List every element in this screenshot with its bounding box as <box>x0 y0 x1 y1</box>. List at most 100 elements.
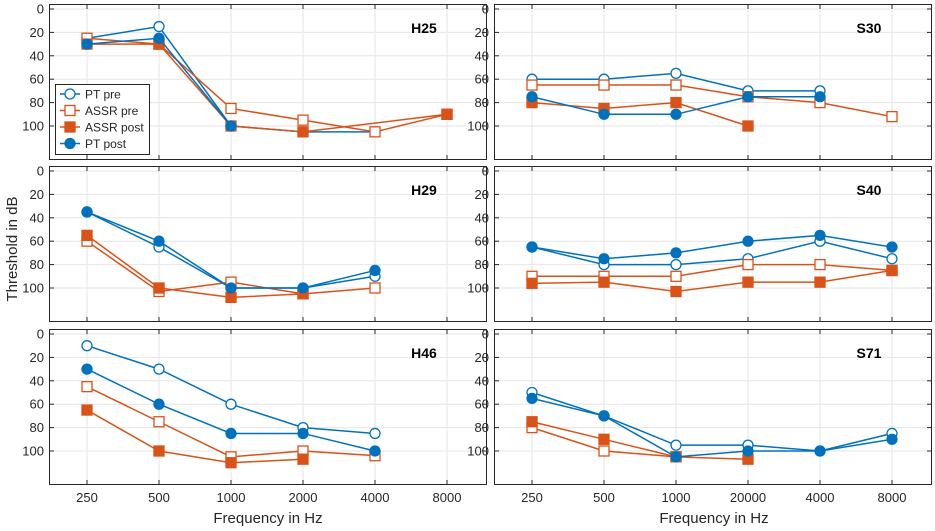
legend-entry-assr-pre: ASSR pre <box>60 104 139 118</box>
y-tick-label: 60 <box>30 397 44 412</box>
data-point-marker <box>670 96 682 109</box>
series-pt-post <box>526 229 898 265</box>
data-point-marker <box>225 291 237 304</box>
y-tick-label: 60 <box>30 72 44 87</box>
series-line <box>531 421 749 460</box>
y-tick-label: 100 <box>22 281 44 296</box>
data-point-marker <box>369 427 381 440</box>
data-point-marker <box>81 340 93 352</box>
x-tick-label: 4000 <box>361 490 390 505</box>
x-tick-label: 250 <box>521 490 543 505</box>
y-tick-label: 40 <box>30 373 44 388</box>
y-tick-label: 0 <box>482 327 489 342</box>
data-point-marker <box>598 445 610 457</box>
panel-frame <box>49 329 487 485</box>
data-point-marker <box>598 433 610 445</box>
data-point-marker <box>81 380 93 393</box>
y-tick-label: 0 <box>482 164 489 179</box>
data-point-marker <box>598 276 610 288</box>
data-point-marker <box>670 108 682 120</box>
x-tick-label: 250 <box>76 490 98 505</box>
legend-label: ASSR post <box>85 121 144 135</box>
panel-title: H25 <box>411 20 437 36</box>
y-tick-label: 80 <box>475 420 489 435</box>
x-tick-label: 500 <box>148 490 170 505</box>
series-line <box>531 269 893 293</box>
x-tick-label: 1000 <box>662 490 691 505</box>
y-tick-label: 80 <box>30 257 44 272</box>
legend-entry-pt-pre: PT pre <box>60 88 121 102</box>
data-point-marker <box>742 91 754 103</box>
data-point-marker <box>153 32 165 44</box>
panel-title: H29 <box>411 182 437 198</box>
x-tick-label: 2000 <box>289 490 318 505</box>
x-tick-label: 20000 <box>730 490 766 505</box>
data-point-marker <box>153 235 165 247</box>
y-tick-label: 20 <box>475 350 489 365</box>
legend-marker <box>64 88 76 100</box>
panel-frame <box>49 166 487 322</box>
legend-entry-assr-post: ASSR post <box>60 121 144 135</box>
data-point-marker <box>153 416 165 428</box>
y-tick-label: 80 <box>475 95 489 110</box>
panel-frame <box>494 4 932 160</box>
y-tick-label: 40 <box>475 210 489 225</box>
x-tick-label: 500 <box>593 490 615 505</box>
data-point-marker <box>441 108 453 120</box>
panel-h29: 0 20 40 60 80 100 H29 <box>22 164 487 322</box>
data-point-marker <box>225 427 237 440</box>
y-tick-label: 20 <box>30 187 44 202</box>
x-axis-label-left: Frequency in Hz <box>213 510 322 527</box>
data-point-marker <box>225 398 237 410</box>
series-line <box>531 397 893 458</box>
data-point-marker <box>598 410 610 422</box>
legend-marker <box>64 104 76 117</box>
data-point-marker <box>153 398 165 410</box>
data-point-marker <box>153 363 165 375</box>
panel-title: H46 <box>411 345 437 361</box>
y-tick-label: 100 <box>467 281 489 296</box>
data-point-marker <box>369 282 381 294</box>
data-point-marker <box>153 20 165 33</box>
data-point-marker <box>886 253 898 265</box>
data-point-marker <box>670 247 682 259</box>
data-point-marker <box>814 258 826 271</box>
series-line <box>531 240 893 266</box>
data-point-marker <box>81 229 93 242</box>
y-tick-label: 80 <box>30 95 44 110</box>
y-tick-label: 40 <box>475 373 489 388</box>
data-point-marker <box>886 241 898 253</box>
legend-marker <box>64 121 76 133</box>
panel-title: S40 <box>857 182 882 198</box>
y-tick-label: 100 <box>22 119 44 134</box>
y-tick-label: 100 <box>22 444 44 459</box>
y-tick-label: 80 <box>475 257 489 272</box>
data-point-marker <box>81 363 93 375</box>
data-point-marker <box>369 445 381 457</box>
data-point-marker <box>225 282 237 294</box>
data-point-marker <box>670 258 682 271</box>
y-tick-label: 20 <box>475 187 489 202</box>
data-point-marker <box>526 241 538 253</box>
panel-background <box>494 166 932 322</box>
series-pt-post <box>526 91 826 120</box>
y-tick-label: 20 <box>30 25 44 40</box>
panel-background <box>49 329 487 485</box>
series-line <box>531 234 893 260</box>
data-point-marker <box>598 253 610 265</box>
data-point-marker <box>153 282 165 294</box>
data-point-marker <box>742 235 754 247</box>
panels: 0 20 40 60 80 100 H25 0 20 40 60 80 100 S30 0 20 40 60 80 1… <box>22 2 932 505</box>
x-tick-label: 8000 <box>878 490 907 505</box>
data-point-marker <box>81 206 93 218</box>
series-assr-post <box>526 264 898 298</box>
y-tick-label: 60 <box>475 72 489 87</box>
x-tick-label: 4000 <box>806 490 835 505</box>
data-point-marker <box>297 126 309 138</box>
x-tick-label: 1000 <box>217 490 246 505</box>
data-point-marker <box>670 285 682 298</box>
data-point-marker <box>598 108 610 120</box>
legend: PT pre ASSR pre ASSR post PT post <box>55 84 150 155</box>
